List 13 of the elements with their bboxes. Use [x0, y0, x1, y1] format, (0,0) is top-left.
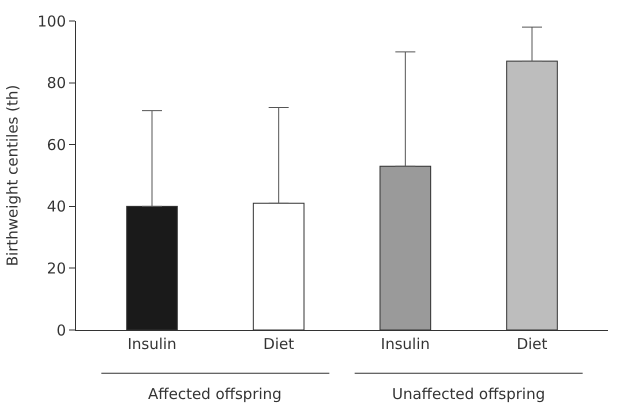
y-tick-label: 40: [46, 198, 66, 216]
y-tick-label: 60: [46, 136, 66, 154]
text: Unaffected offspring: [392, 385, 546, 403]
y-tick-label: 80: [46, 74, 66, 92]
x-tick-label: Insulin: [127, 335, 177, 353]
x-tick-label: Insulin: [380, 335, 430, 353]
y-axis-title: Birthweight centiles (th): [4, 84, 22, 266]
x-tick-label: Diet: [516, 335, 548, 353]
y-tick-label: 0: [56, 321, 66, 340]
text: Affected offspring: [148, 385, 282, 403]
y-tick-label: 100: [37, 12, 66, 30]
x-tick-label: Diet: [263, 335, 294, 353]
y-tick-label: 20: [46, 259, 66, 278]
